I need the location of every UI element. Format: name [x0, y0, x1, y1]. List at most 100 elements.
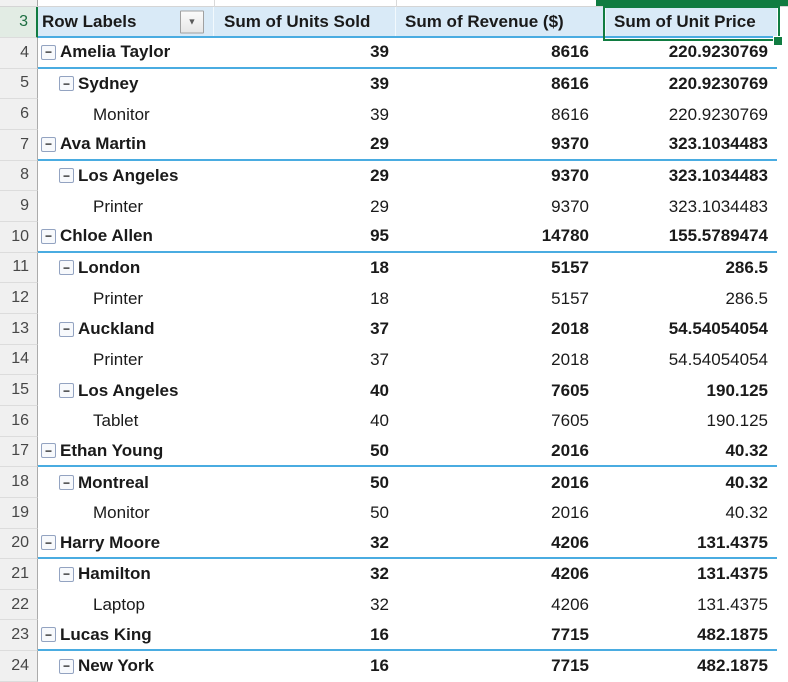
units-sold-cell[interactable]: 32	[214, 559, 396, 590]
row-label-cell[interactable]: − New York	[38, 651, 214, 682]
header-sum-revenue[interactable]: Sum of Revenue ($)	[396, 7, 606, 36]
unit-price-cell[interactable]: 220.9230769	[606, 99, 777, 130]
row-number[interactable]: 7	[0, 129, 38, 161]
row-number-header[interactable]: 3	[0, 7, 38, 38]
unit-price-cell[interactable]: 190.125	[606, 405, 777, 437]
row-number[interactable]: 8	[0, 160, 38, 192]
row-number[interactable]: 15	[0, 375, 38, 406]
revenue-cell[interactable]: 7605	[396, 375, 606, 406]
revenue-cell[interactable]: 2016	[396, 497, 606, 529]
row-number[interactable]: 21	[0, 559, 38, 590]
revenue-cell[interactable]: 5157	[396, 283, 606, 314]
row-label-cell[interactable]: − Los Angeles	[38, 160, 214, 192]
filter-dropdown-button[interactable]: ▼	[180, 10, 204, 33]
unit-price-cell[interactable]: 323.1034483	[606, 191, 777, 222]
units-sold-cell[interactable]: 29	[214, 129, 396, 159]
unit-price-cell[interactable]: 190.125	[606, 375, 777, 406]
units-sold-cell[interactable]: 95	[214, 221, 396, 251]
collapse-button[interactable]: −	[41, 228, 56, 244]
unit-price-cell[interactable]: 40.32	[606, 467, 777, 498]
header-row-labels[interactable]: Row Labels ▼	[38, 7, 214, 36]
collapse-button[interactable]: −	[59, 475, 74, 491]
units-sold-cell[interactable]: 16	[214, 651, 396, 682]
collapse-button[interactable]: −	[41, 443, 56, 459]
row-label-cell[interactable]: Printer	[38, 191, 214, 222]
unit-price-cell[interactable]: 54.54054054	[606, 313, 777, 345]
row-label-cell[interactable]: Printer	[38, 283, 214, 314]
revenue-cell[interactable]: 8616	[396, 68, 606, 100]
row-label-cell[interactable]: Printer	[38, 344, 214, 376]
row-label-cell[interactable]: − Los Angeles	[38, 375, 214, 406]
collapse-button[interactable]: −	[59, 260, 74, 276]
units-sold-cell[interactable]: 40	[214, 405, 396, 437]
units-sold-cell[interactable]: 37	[214, 344, 396, 376]
unit-price-cell[interactable]: 40.32	[606, 436, 777, 466]
row-number[interactable]: 17	[0, 436, 38, 468]
units-sold-cell[interactable]: 40	[214, 375, 396, 406]
unit-price-cell[interactable]: 323.1034483	[606, 129, 777, 159]
revenue-cell[interactable]: 2018	[396, 313, 606, 345]
row-number[interactable]: 6	[0, 99, 38, 130]
row-label-cell[interactable]: Monitor	[38, 497, 214, 529]
collapse-button[interactable]: −	[59, 168, 74, 184]
unit-price-cell[interactable]: 131.4375	[606, 589, 777, 621]
row-label-cell[interactable]: Monitor	[38, 99, 214, 130]
header-sum-unit-price[interactable]: Sum of Unit Price	[606, 7, 777, 36]
row-number[interactable]: 12	[0, 283, 38, 314]
units-sold-cell[interactable]: 39	[214, 38, 396, 67]
revenue-cell[interactable]: 7605	[396, 405, 606, 437]
units-sold-cell[interactable]: 29	[214, 160, 396, 192]
units-sold-cell[interactable]: 39	[214, 99, 396, 130]
row-label-cell[interactable]: − London	[38, 252, 214, 284]
units-sold-cell[interactable]: 18	[214, 283, 396, 314]
row-label-cell[interactable]: Tablet	[38, 405, 214, 437]
revenue-cell[interactable]: 2016	[396, 436, 606, 466]
revenue-cell[interactable]: 4206	[396, 559, 606, 590]
revenue-cell[interactable]: 7715	[396, 651, 606, 682]
row-number[interactable]: 11	[0, 252, 38, 284]
units-sold-cell[interactable]: 50	[214, 497, 396, 529]
revenue-cell[interactable]: 9370	[396, 191, 606, 222]
collapse-button[interactable]: −	[59, 321, 74, 337]
collapse-button[interactable]: −	[59, 658, 74, 674]
unit-price-cell[interactable]: 131.4375	[606, 559, 777, 590]
revenue-cell[interactable]: 8616	[396, 99, 606, 130]
row-number[interactable]: 20	[0, 528, 38, 560]
revenue-cell[interactable]: 5157	[396, 252, 606, 284]
unit-price-cell[interactable]: 286.5	[606, 283, 777, 314]
row-label-cell[interactable]: Laptop	[38, 589, 214, 621]
row-label-cell[interactable]: − Auckland	[38, 313, 214, 345]
unit-price-cell[interactable]: 155.5789474	[606, 221, 777, 251]
units-sold-cell[interactable]: 29	[214, 191, 396, 222]
row-label-cell[interactable]: − Chloe Allen	[38, 221, 214, 251]
row-number[interactable]: 16	[0, 405, 38, 437]
row-number[interactable]: 13	[0, 313, 38, 345]
units-sold-cell[interactable]: 37	[214, 313, 396, 345]
collapse-button[interactable]: −	[59, 566, 74, 582]
row-number[interactable]: 4	[0, 38, 38, 69]
row-label-cell[interactable]: − Hamilton	[38, 559, 214, 590]
collapse-button[interactable]: −	[59, 76, 74, 92]
collapse-button[interactable]: −	[41, 535, 56, 551]
unit-price-cell[interactable]: 220.9230769	[606, 68, 777, 100]
row-number[interactable]: 18	[0, 467, 38, 498]
unit-price-cell[interactable]: 220.9230769	[606, 38, 777, 67]
row-number[interactable]: 24	[0, 651, 38, 682]
revenue-cell[interactable]: 9370	[396, 160, 606, 192]
row-label-cell[interactable]: − Harry Moore	[38, 528, 214, 558]
collapse-button[interactable]: −	[59, 383, 74, 399]
unit-price-cell[interactable]: 482.1875	[606, 620, 777, 650]
units-sold-cell[interactable]: 50	[214, 467, 396, 498]
row-label-cell[interactable]: − Ethan Young	[38, 436, 214, 466]
revenue-cell[interactable]: 2018	[396, 344, 606, 376]
row-number[interactable]: 5	[0, 68, 38, 100]
unit-price-cell[interactable]: 323.1034483	[606, 160, 777, 192]
row-label-cell[interactable]: − Amelia Taylor	[38, 38, 214, 67]
units-sold-cell[interactable]: 39	[214, 68, 396, 100]
units-sold-cell[interactable]: 50	[214, 436, 396, 466]
revenue-cell[interactable]: 4206	[396, 589, 606, 621]
revenue-cell[interactable]: 14780	[396, 221, 606, 251]
row-number[interactable]: 14	[0, 344, 38, 376]
collapse-button[interactable]: −	[41, 627, 56, 643]
row-number[interactable]: 19	[0, 497, 38, 529]
